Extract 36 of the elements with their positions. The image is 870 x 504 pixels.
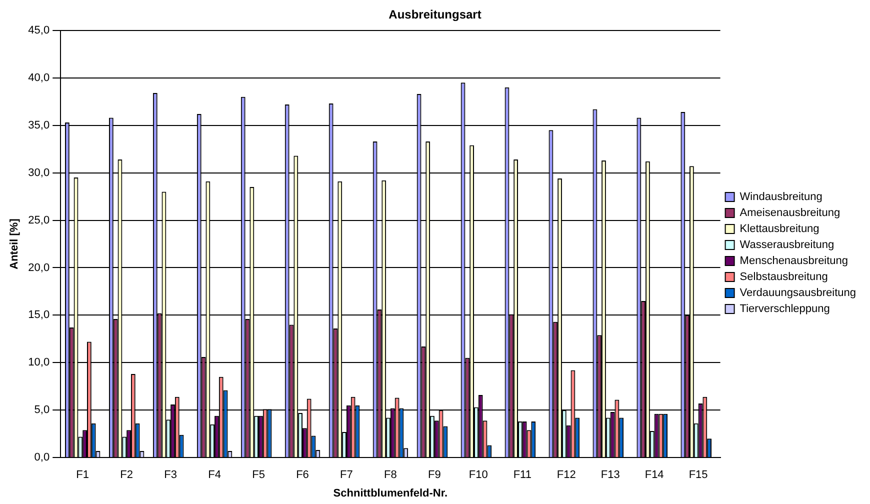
x-tick-label: F11 xyxy=(513,469,532,482)
x-tick-label: F3 xyxy=(164,469,177,482)
x-tick-label: F7 xyxy=(340,469,353,482)
legend-label: Menschenausbreitung xyxy=(740,255,848,268)
y-tick-label: 0,0 xyxy=(34,452,50,464)
legend-label: Selbstausbreitung xyxy=(740,271,828,284)
x-tick-label: F12 xyxy=(556,469,576,482)
x-tick-label: F13 xyxy=(600,469,620,482)
x-tick-label: F1 xyxy=(76,469,90,482)
x-tick-label: F10 xyxy=(468,469,488,482)
y-tick-label: 30,0 xyxy=(28,166,50,179)
y-tick-label: 25,0 xyxy=(28,214,50,226)
x-tick-label: F8 xyxy=(384,469,397,482)
x-tick-label: F4 xyxy=(208,469,221,482)
x-tick-label: F6 xyxy=(296,469,309,482)
x-tick-label: F15 xyxy=(688,469,708,482)
y-tick-label: 5,0 xyxy=(34,404,50,416)
legend-label: Verdauungsausbreitung xyxy=(740,287,856,300)
y-tick-label: 35,0 xyxy=(28,119,50,132)
y-axis-title: Anteil [%] xyxy=(8,218,21,270)
legend-label: Tierverschleppung xyxy=(740,303,830,316)
legend-label: Wasserausbreitung xyxy=(740,239,834,252)
x-axis-title: Schnittblumenfeld-Nr. xyxy=(333,487,448,500)
x-tick-label: F2 xyxy=(120,469,133,482)
y-tick-label: 40,0 xyxy=(28,72,50,84)
chart-title: Ausbreitungsart xyxy=(388,8,482,22)
y-tick-label: 45,0 xyxy=(28,24,50,36)
x-tick-label: F5 xyxy=(252,469,265,482)
y-tick-label: 20,0 xyxy=(28,262,50,274)
legend-label: Windausbreitung xyxy=(740,191,822,204)
legend-label: Klettausbreitung xyxy=(740,223,820,236)
y-tick-label: 15,0 xyxy=(28,309,50,322)
x-tick-label: F14 xyxy=(644,469,664,482)
legend-label: Ameisenausbreitung xyxy=(740,207,840,220)
y-tick-label: 10,0 xyxy=(28,356,50,369)
x-tick-label: F9 xyxy=(428,469,441,482)
